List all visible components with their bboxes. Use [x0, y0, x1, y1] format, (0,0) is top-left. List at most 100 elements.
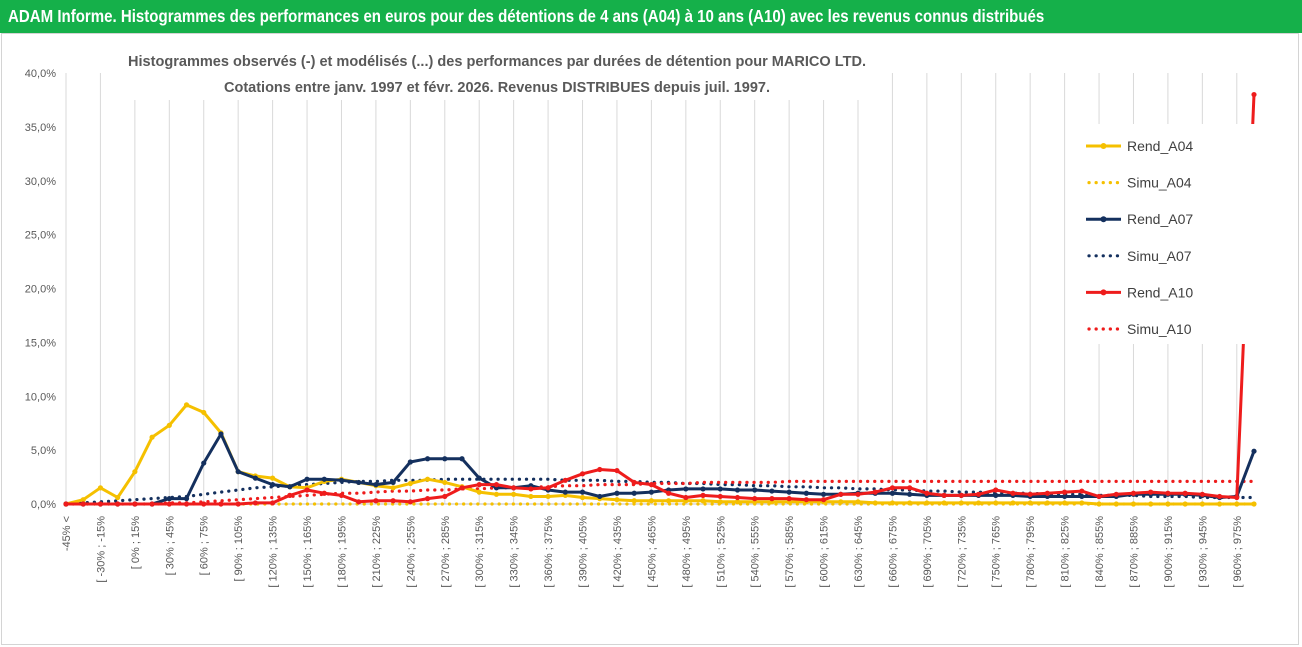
legend: Rend_A04 Simu_A04 Rend_A07 Simu_A07 Rend_A10…: [1086, 138, 1193, 337]
data-point-rend-a10: [872, 489, 878, 495]
legend-background: [1078, 124, 1256, 344]
data-point-rend-a10: [132, 501, 138, 507]
data-point-rend-a07: [442, 456, 448, 462]
data-point-rend-a10: [614, 467, 620, 474]
data-point-rend-a07: [235, 469, 241, 475]
data-point-rend-a10: [528, 486, 534, 492]
data-point-rend-a07: [597, 493, 603, 500]
y-tick-label: 20,0%: [25, 284, 56, 296]
data-point-rend-a04: [476, 489, 482, 495]
x-tick-label: [ 840% ; 855%: [1094, 516, 1106, 588]
series-line-rend-a04: [65, 403, 1254, 506]
x-tick-label: [ 330% ; 345%: [509, 516, 521, 588]
legend-label-simu-a04: Simu_A04: [1127, 175, 1192, 191]
x-tick-label: [ 60% ; 75%: [199, 516, 211, 576]
x-tick-label: [ 90% ; 105%: [233, 516, 245, 582]
data-point-rend-a10: [373, 498, 379, 504]
data-point-rend-a04: [1079, 500, 1085, 506]
x-tick-label: [ 720% ; 735%: [956, 516, 968, 588]
y-tick-label: 35,0%: [25, 122, 56, 134]
data-point-rend-a04: [700, 498, 706, 504]
data-point-rend-a04: [734, 499, 741, 505]
data-point-rend-a10: [166, 501, 172, 507]
data-point-rend-a10: [321, 490, 327, 496]
x-tick-label: -45% <: [61, 516, 73, 551]
x-axis: -45% < [ -30% ; -15% [ 0% ; 15% [ 30% ; 45%…: [61, 503, 1254, 588]
data-point-rend-a07: [734, 487, 741, 493]
x-tick-label: [ 150% ; 165%: [302, 516, 314, 588]
data-point-rend-a04: [407, 480, 413, 487]
x-tick-label: [ 510% ; 525%: [715, 516, 727, 588]
data-point-rend-a07: [907, 491, 913, 497]
data-point-rend-a10: [993, 487, 999, 493]
x-tick-label: [ 270% ; 285%: [440, 516, 452, 588]
data-point-rend-a10: [769, 496, 775, 502]
data-point-rend-a10: [855, 491, 861, 497]
grid-layer: [65, 73, 1238, 504]
x-tick-label: [ 630% ; 645%: [853, 516, 865, 588]
data-point-rend-a10: [631, 479, 637, 486]
data-point-rend-a10: [1113, 491, 1119, 497]
legend-marker-rend-a04: [1100, 143, 1107, 149]
x-tick-label: [ 690% ; 705%: [922, 516, 934, 588]
y-tick-label: 30,0%: [25, 176, 56, 188]
data-point-rend-a10: [545, 485, 551, 491]
data-point-rend-a04: [166, 422, 172, 428]
x-tick-label: [ 30% ; 45%: [164, 516, 176, 576]
data-point-rend-a10: [80, 501, 86, 507]
data-point-rend-a04: [975, 500, 982, 506]
data-point-rend-a10: [975, 491, 982, 497]
data-point-rend-a10: [1130, 490, 1137, 496]
data-point-rend-a10: [683, 494, 689, 501]
x-tick-label: [ 120% ; 135%: [268, 516, 280, 588]
data-point-rend-a10: [183, 501, 190, 507]
data-point-rend-a07: [338, 477, 345, 483]
data-point-rend-a10: [1251, 91, 1257, 98]
data-point-rend-a10: [1216, 493, 1223, 500]
data-point-rend-a10: [235, 501, 241, 507]
data-point-rend-a07: [476, 475, 482, 481]
x-tick-label: [ 450% ; 465%: [646, 516, 658, 588]
data-point-rend-a04: [941, 500, 947, 506]
data-point-rend-a04: [1251, 501, 1257, 507]
x-tick-label: [ -30% ; -15%: [95, 516, 107, 583]
x-tick-label: [ 960% ; 975%: [1232, 516, 1244, 588]
data-point-rend-a04: [1216, 501, 1223, 507]
data-point-rend-a10: [1010, 490, 1016, 496]
y-axis: 0,0% 5,0% 10,0% 15,0% 20,0% 25,0% 30,0% 35,0% 40…: [25, 68, 56, 511]
data-point-rend-a07: [304, 476, 310, 482]
data-point-rend-a07: [390, 479, 396, 486]
data-point-rend-a10: [752, 496, 758, 502]
chart-title-line-1: Histogrammes observés (-) et modélisés (…: [128, 54, 866, 70]
data-point-rend-a04: [631, 498, 637, 504]
data-point-rend-a07: [201, 460, 207, 466]
data-point-rend-a07: [252, 475, 258, 481]
data-point-rend-a10: [786, 496, 792, 502]
y-tick-label: 40,0%: [25, 68, 56, 80]
data-point-rend-a07: [803, 490, 809, 496]
x-tick-label: [ 750% ; 765%: [991, 516, 1003, 588]
x-tick-label: [ 930% ; 945%: [1197, 516, 1209, 588]
data-point-rend-a10: [201, 501, 207, 507]
x-tick-label: [ 660% ; 675%: [887, 516, 899, 588]
data-point-rend-a07: [1062, 493, 1068, 500]
data-point-rend-a04: [149, 434, 155, 440]
data-point-rend-a10: [218, 501, 224, 507]
y-tick-label: 15,0%: [25, 337, 56, 349]
x-tick-label: [ 870% ; 885%: [1128, 516, 1140, 588]
data-point-rend-a04: [889, 500, 896, 506]
data-point-rend-a10: [356, 499, 362, 505]
data-point-rend-a10: [1044, 490, 1050, 496]
data-point-rend-a10: [820, 497, 827, 503]
page-title: ADAM Informe. Histogrammes des performan…: [8, 6, 1045, 26]
data-point-rend-a10: [1199, 491, 1205, 497]
data-point-rend-a04: [201, 409, 207, 416]
data-point-rend-a04: [1062, 500, 1068, 506]
data-point-rend-a04: [993, 500, 999, 506]
data-point-rend-a10: [889, 485, 896, 491]
data-point-rend-a04: [1044, 500, 1050, 506]
data-point-rend-a04: [1199, 501, 1205, 507]
x-tick-label: [ 390% ; 405%: [578, 516, 590, 588]
data-point-rend-a04: [579, 494, 586, 501]
